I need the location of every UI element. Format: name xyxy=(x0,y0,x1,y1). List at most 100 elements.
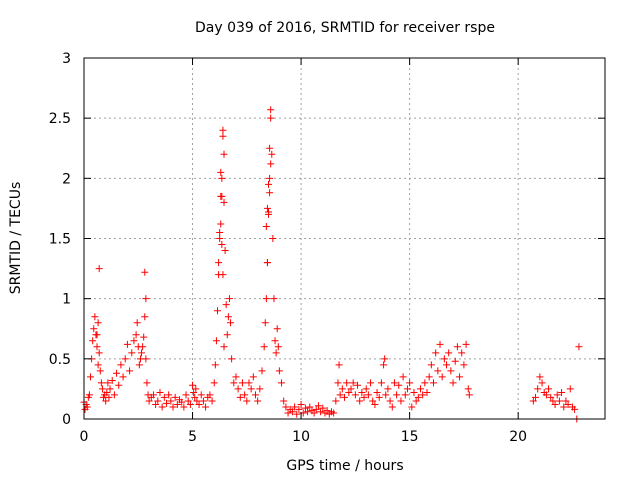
data-point xyxy=(180,403,188,411)
data-point xyxy=(351,391,359,399)
data-point xyxy=(217,220,225,228)
data-point xyxy=(547,393,555,401)
data-point xyxy=(453,343,461,351)
data-point xyxy=(220,198,228,206)
data-point xyxy=(288,408,296,416)
data-point xyxy=(360,393,368,401)
data-point xyxy=(427,361,435,369)
data-point xyxy=(263,204,271,212)
data-point xyxy=(297,401,305,409)
data-point xyxy=(399,373,407,381)
data-point xyxy=(236,393,244,401)
x-tick-label: 0 xyxy=(80,429,89,445)
data-point xyxy=(384,385,392,393)
data-point xyxy=(332,397,340,405)
data-point xyxy=(223,331,231,339)
y-tick-label: 0 xyxy=(62,412,71,428)
data-point xyxy=(291,403,299,411)
data-point xyxy=(230,379,238,387)
data-point xyxy=(85,391,93,399)
data-point xyxy=(335,361,343,369)
data-point xyxy=(212,337,220,345)
data-point xyxy=(243,397,251,405)
data-point xyxy=(105,393,113,401)
data-point xyxy=(553,391,561,399)
data-point xyxy=(555,397,563,405)
data-point xyxy=(560,403,568,411)
data-point xyxy=(456,373,464,381)
data-point xyxy=(558,389,566,397)
x-tick-label: 15 xyxy=(401,429,419,445)
data-point xyxy=(465,391,473,399)
data-point xyxy=(381,355,389,363)
data-point xyxy=(189,381,197,389)
data-point xyxy=(238,379,246,387)
data-point xyxy=(199,397,207,405)
data-point xyxy=(258,367,266,375)
data-point xyxy=(549,397,557,405)
data-point xyxy=(145,397,153,405)
data-point xyxy=(266,144,274,152)
data-point xyxy=(93,331,101,339)
data-point xyxy=(94,319,102,327)
data-point xyxy=(265,208,273,216)
data-point xyxy=(171,393,179,401)
data-point xyxy=(271,337,279,345)
data-point xyxy=(345,389,353,397)
data-point xyxy=(221,247,229,255)
data-point xyxy=(83,403,91,411)
data-point xyxy=(219,132,227,140)
data-point xyxy=(462,340,470,348)
data-point xyxy=(218,192,226,200)
data-point xyxy=(336,391,344,399)
data-point xyxy=(110,391,118,399)
data-point xyxy=(218,241,226,249)
data-point xyxy=(186,401,194,409)
data-point xyxy=(208,397,216,405)
data-point xyxy=(269,235,277,242)
data-point xyxy=(373,389,381,397)
data-point xyxy=(219,126,227,134)
data-point xyxy=(358,389,366,397)
data-point xyxy=(551,401,559,409)
data-point xyxy=(545,385,553,393)
data-point xyxy=(278,379,286,387)
data-point xyxy=(388,403,396,411)
data-point xyxy=(160,393,168,401)
data-points xyxy=(80,106,583,423)
data-point xyxy=(218,174,226,182)
data-point xyxy=(330,409,338,417)
data-point xyxy=(434,367,442,375)
y-tick-label: 2 xyxy=(62,171,71,187)
data-point xyxy=(169,403,177,411)
data-point xyxy=(241,391,249,399)
data-point xyxy=(419,391,427,399)
data-point xyxy=(158,403,166,411)
data-point xyxy=(412,397,420,405)
data-point xyxy=(317,408,325,416)
data-point xyxy=(216,228,224,236)
data-point xyxy=(260,343,268,351)
data-point xyxy=(167,397,175,405)
data-point xyxy=(382,391,390,399)
data-point xyxy=(154,397,162,405)
data-point xyxy=(362,385,370,393)
data-point xyxy=(220,150,228,158)
data-point xyxy=(162,399,170,407)
data-point xyxy=(438,373,446,381)
data-point xyxy=(536,373,544,381)
data-point xyxy=(347,385,355,393)
data-point xyxy=(130,337,138,345)
data-point xyxy=(197,391,205,399)
data-point xyxy=(126,367,134,375)
data-point xyxy=(356,397,364,405)
data-point xyxy=(263,259,271,267)
y-tick-label: 0.5 xyxy=(49,352,71,368)
data-point xyxy=(222,301,230,309)
data-point xyxy=(121,355,129,363)
data-point xyxy=(425,373,433,381)
data-point xyxy=(156,389,164,397)
data-point xyxy=(128,349,136,357)
data-point xyxy=(566,385,574,393)
data-point xyxy=(421,379,429,387)
